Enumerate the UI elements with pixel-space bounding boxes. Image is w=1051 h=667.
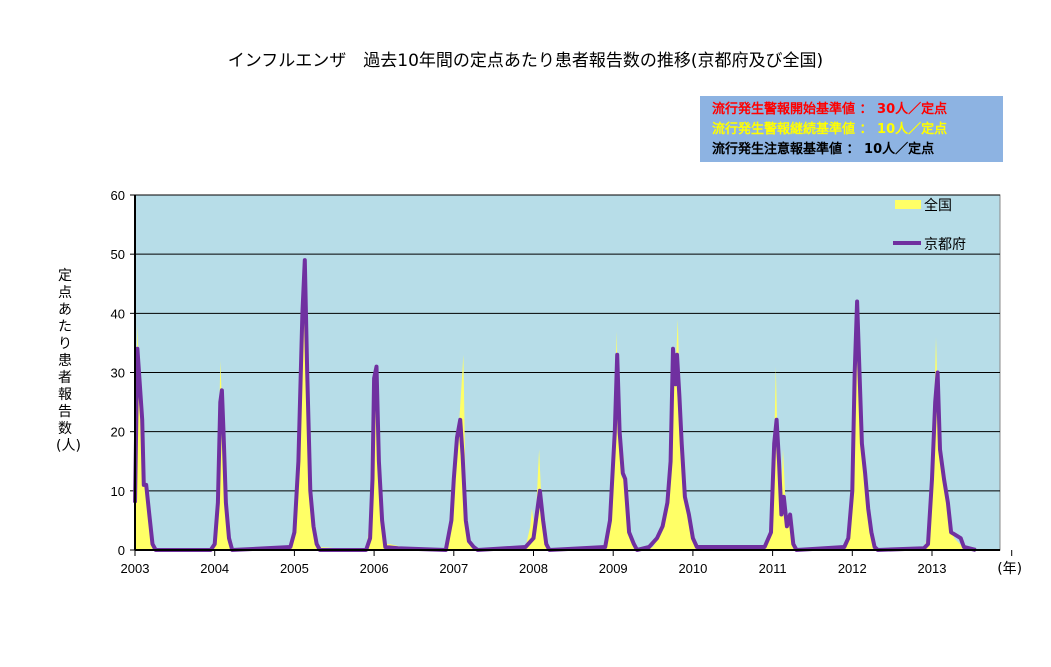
chart-title: インフルエンザ 過去10年間の定点あたり患者報告数の推移(京都府及び全国) bbox=[227, 51, 824, 71]
x-tick-label: 2008 bbox=[519, 561, 548, 576]
y-tick-label: 10 bbox=[111, 484, 125, 499]
legend-label-national: 全国 bbox=[924, 197, 952, 214]
x-tick-label: 2004 bbox=[200, 561, 229, 576]
y-axis-label: 定点あたり患者報告数(人) bbox=[56, 268, 81, 454]
legend-label-kyoto: 京都府 bbox=[924, 237, 966, 253]
x-tick-label: 2012 bbox=[838, 561, 867, 576]
y-tick-label: 30 bbox=[111, 366, 125, 381]
x-tick-label: 2009 bbox=[599, 561, 628, 576]
x-tick-label: 2010 bbox=[678, 561, 707, 576]
series-area-national bbox=[135, 266, 976, 550]
x-tick-label: 2005 bbox=[280, 561, 309, 576]
threshold-advisory: 流行発生注意報基準値 ： 10人／定点 bbox=[712, 142, 935, 157]
y-tick-label: 20 bbox=[111, 425, 125, 440]
x-tick-label: 2006 bbox=[360, 561, 389, 576]
series-line-kyoto bbox=[133, 258, 977, 552]
x-tick-label: 2013 bbox=[918, 561, 947, 576]
x-axis-label: (年) bbox=[997, 561, 1022, 577]
legend-swatch-national bbox=[895, 200, 921, 209]
y-tick-label: 50 bbox=[111, 247, 125, 262]
threshold-warning-continue: 流行発生警報継続基準値 ： 10人／定点 bbox=[712, 122, 948, 137]
x-tick-label: 2007 bbox=[439, 561, 468, 576]
y-tick-label: 60 bbox=[111, 188, 125, 203]
threshold-box: 流行発生警報開始基準値 ： 30人／定点 流行発生警報継続基準値 ： 10人／定… bbox=[700, 96, 1003, 162]
threshold-warning-start: 流行発生警報開始基準値 ： 30人／定点 bbox=[712, 102, 948, 117]
y-tick-label: 0 bbox=[118, 543, 125, 558]
y-tick-label: 40 bbox=[111, 306, 125, 321]
x-tick-label: 2003 bbox=[121, 561, 150, 576]
x-tick-label: 2011 bbox=[759, 561, 787, 576]
